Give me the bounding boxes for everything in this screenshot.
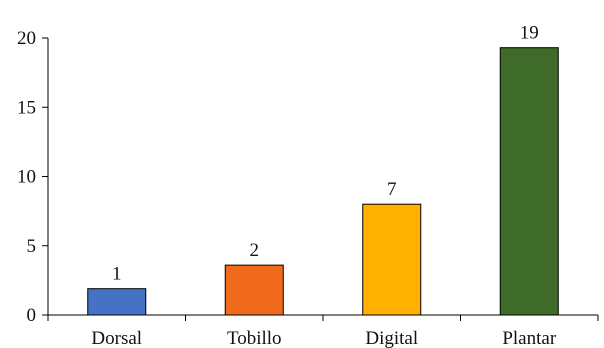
y-axis: 0 5 10 15 20	[17, 28, 49, 326]
bar-tobillo	[224, 264, 284, 316]
bar-digital	[362, 203, 422, 316]
category-labels: Dorsal Tobillo Digital Plantar	[91, 328, 556, 348]
data-label-plantar: 19	[520, 23, 539, 44]
y-tick-label: 10	[17, 167, 36, 188]
category-label-tobillo: Tobillo	[227, 328, 282, 348]
bar-dorsal	[87, 288, 147, 316]
category-label-digital: Digital	[365, 328, 418, 348]
bar-series	[87, 47, 559, 316]
y-tick-label: 15	[17, 97, 36, 118]
y-tick-label: 0	[27, 305, 37, 326]
data-label-digital: 7	[387, 179, 397, 200]
bar-plantar	[499, 47, 559, 316]
category-label-dorsal: Dorsal	[91, 328, 142, 348]
data-labels: 1 2 7 19	[112, 23, 539, 285]
category-label-plantar: Plantar	[502, 328, 556, 348]
x-axis	[47, 314, 599, 321]
y-tick-label: 20	[17, 28, 36, 49]
y-tick-label: 5	[27, 236, 37, 257]
data-label-tobillo: 2	[250, 240, 260, 261]
data-label-dorsal: 1	[112, 264, 122, 285]
